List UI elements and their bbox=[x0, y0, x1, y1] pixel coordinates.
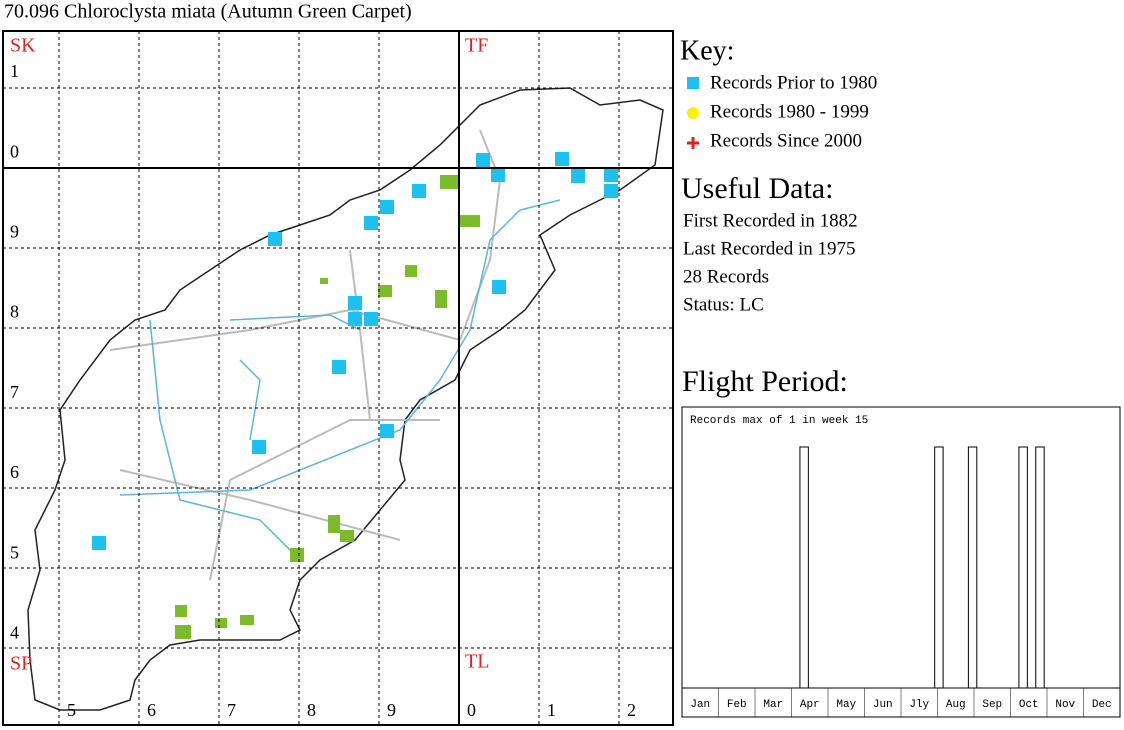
bar bbox=[799, 446, 809, 689]
x-tick-label: Sep bbox=[982, 699, 1002, 711]
row-label: 7 bbox=[10, 382, 19, 402]
bar bbox=[1018, 446, 1028, 689]
row-label: 9 bbox=[10, 222, 19, 242]
key-symbol bbox=[687, 107, 699, 119]
key-item: Records Prior to 1980 bbox=[710, 72, 877, 93]
x-tick-label: Mar bbox=[763, 699, 783, 711]
key-item: Records Since 2000 bbox=[710, 130, 862, 151]
x-tick-label: Aug bbox=[946, 699, 966, 711]
col-label: 1 bbox=[547, 700, 556, 720]
x-tick-label: Dec bbox=[1092, 699, 1112, 711]
bar bbox=[1035, 446, 1045, 689]
useful-line: Status: LC bbox=[683, 294, 764, 315]
key-title: Key: bbox=[680, 35, 734, 66]
roads bbox=[109, 129, 502, 581]
row-label: 1 bbox=[10, 61, 19, 81]
useful-line: Last Recorded in 1975 bbox=[683, 238, 856, 259]
woodland bbox=[175, 175, 480, 639]
row-label: 6 bbox=[10, 462, 19, 482]
useful-line: 28 Records bbox=[683, 266, 769, 287]
rivers bbox=[119, 199, 561, 561]
x-tick-label: Oct bbox=[1019, 699, 1039, 711]
square-label: SP bbox=[10, 653, 32, 675]
title: 70.096 Chloroclysta miata (Autumn Green … bbox=[4, 1, 412, 23]
key-symbol bbox=[687, 137, 699, 149]
chart-subtitle: Records max of 1 in week 15 bbox=[690, 415, 868, 427]
x-tick-label: Feb bbox=[727, 699, 747, 711]
col-label: 2 bbox=[627, 700, 636, 720]
row-label: 8 bbox=[10, 302, 19, 322]
col-label: 9 bbox=[387, 700, 396, 720]
x-tick-label: Jan bbox=[690, 699, 710, 711]
x-tick-label: May bbox=[836, 699, 856, 711]
bar bbox=[934, 446, 944, 689]
square-label: SK bbox=[10, 35, 36, 57]
col-label: 6 bbox=[147, 700, 156, 720]
useful-line: First Recorded in 1882 bbox=[683, 210, 858, 231]
row-label: 4 bbox=[10, 623, 19, 643]
chart-title: Flight Period: bbox=[682, 365, 848, 398]
county-outline bbox=[27, 87, 664, 711]
col-label: 8 bbox=[307, 700, 316, 720]
bar bbox=[967, 446, 978, 689]
x-tick-label: Jly bbox=[909, 699, 929, 711]
square-label: TF bbox=[465, 35, 488, 57]
col-label: 5 bbox=[67, 700, 76, 720]
key-item: Records 1980 - 1999 bbox=[710, 101, 869, 122]
x-tick-label: Nov bbox=[1055, 699, 1075, 711]
row-label: 5 bbox=[10, 542, 19, 562]
key-symbol bbox=[687, 77, 699, 89]
records bbox=[92, 152, 618, 550]
x-tick-label: Apr bbox=[800, 699, 820, 711]
row-label: 0 bbox=[10, 141, 19, 161]
grid-lines bbox=[2, 30, 674, 726]
col-label: 7 bbox=[227, 700, 236, 720]
chart-frame bbox=[681, 406, 1121, 718]
square-label: TL bbox=[465, 651, 489, 673]
col-label: 0 bbox=[467, 700, 476, 720]
useful-title: Useful Data: bbox=[681, 172, 833, 205]
x-tick-label: Jun bbox=[873, 699, 893, 711]
